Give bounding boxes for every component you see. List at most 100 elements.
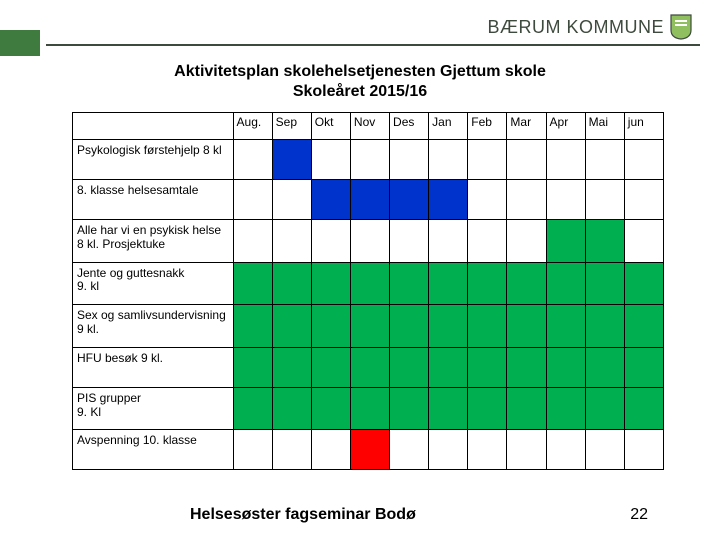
- table-row: Alle har vi en psykisk helse 8 kl. Prosj…: [73, 220, 664, 263]
- schedule-cell: [350, 180, 389, 220]
- schedule-cell: [233, 262, 272, 305]
- schedule-cell: [468, 387, 507, 430]
- table-row: Jente og guttesnakk9. kl: [73, 262, 664, 305]
- activity-table-wrap: Aug. Sep Okt Nov Des Jan Feb Mar Apr Mai…: [72, 112, 664, 470]
- schedule-cell: [311, 180, 350, 220]
- schedule-cell: [272, 305, 311, 348]
- schedule-cell: [311, 347, 350, 387]
- month-header: Aug.: [233, 113, 272, 140]
- schedule-cell: [546, 262, 585, 305]
- row-label: HFU besøk 9 kl.: [73, 347, 234, 387]
- schedule-cell: [585, 220, 624, 263]
- schedule-cell: [507, 430, 546, 470]
- brand-text: BÆRUM KOMMUNE: [488, 17, 665, 38]
- schedule-cell: [507, 262, 546, 305]
- header-divider: [46, 44, 700, 46]
- schedule-cell: [624, 140, 663, 180]
- schedule-cell: [311, 430, 350, 470]
- schedule-cell: [468, 220, 507, 263]
- schedule-cell: [624, 262, 663, 305]
- schedule-cell: [429, 220, 468, 263]
- table-row: Sex og samlivsundervisning9 kl.: [73, 305, 664, 348]
- schedule-cell: [546, 347, 585, 387]
- schedule-cell: [429, 262, 468, 305]
- month-header: Okt: [311, 113, 350, 140]
- table-row: PIS grupper9. Kl: [73, 387, 664, 430]
- schedule-cell: [546, 180, 585, 220]
- schedule-cell: [585, 180, 624, 220]
- schedule-cell: [390, 262, 429, 305]
- schedule-cell: [507, 305, 546, 348]
- schedule-cell: [350, 347, 389, 387]
- schedule-cell: [311, 220, 350, 263]
- schedule-cell: [429, 347, 468, 387]
- schedule-cell: [272, 180, 311, 220]
- schedule-cell: [311, 305, 350, 348]
- month-header: Jan: [429, 113, 468, 140]
- month-header: Mai: [585, 113, 624, 140]
- schedule-cell: [311, 262, 350, 305]
- schedule-cell: [350, 387, 389, 430]
- schedule-cell: [272, 387, 311, 430]
- schedule-cell: [624, 347, 663, 387]
- schedule-cell: [429, 180, 468, 220]
- side-accent: [0, 30, 40, 56]
- schedule-cell: [390, 220, 429, 263]
- schedule-cell: [429, 305, 468, 348]
- schedule-cell: [507, 347, 546, 387]
- schedule-cell: [468, 430, 507, 470]
- schedule-cell: [233, 387, 272, 430]
- schedule-cell: [233, 347, 272, 387]
- schedule-cell: [585, 387, 624, 430]
- schedule-cell: [468, 305, 507, 348]
- schedule-cell: [233, 430, 272, 470]
- page-number: 22: [630, 506, 648, 524]
- schedule-cell: [507, 387, 546, 430]
- schedule-cell: [390, 180, 429, 220]
- schedule-cell: [429, 387, 468, 430]
- schedule-cell: [624, 180, 663, 220]
- schedule-cell: [507, 140, 546, 180]
- schedule-cell: [272, 262, 311, 305]
- header-blank: [73, 113, 234, 140]
- month-header: Sep: [272, 113, 311, 140]
- schedule-cell: [546, 387, 585, 430]
- schedule-cell: [350, 430, 389, 470]
- schedule-cell: [468, 180, 507, 220]
- schedule-cell: [429, 140, 468, 180]
- month-header: jun: [624, 113, 663, 140]
- schedule-cell: [507, 220, 546, 263]
- shield-icon: [670, 14, 692, 40]
- table-header-row: Aug. Sep Okt Nov Des Jan Feb Mar Apr Mai…: [73, 113, 664, 140]
- schedule-cell: [311, 140, 350, 180]
- schedule-cell: [585, 140, 624, 180]
- footer-text: Helsesøster fagseminar Bodø: [190, 506, 416, 524]
- title-line-1: Aktivitetsplan skolehelsetjenesten Gjett…: [0, 62, 720, 82]
- table-row: HFU besøk 9 kl.: [73, 347, 664, 387]
- activity-table: Aug. Sep Okt Nov Des Jan Feb Mar Apr Mai…: [72, 112, 664, 470]
- month-header: Nov: [350, 113, 389, 140]
- schedule-cell: [311, 387, 350, 430]
- schedule-cell: [585, 262, 624, 305]
- schedule-cell: [233, 140, 272, 180]
- month-header: Feb: [468, 113, 507, 140]
- schedule-cell: [272, 430, 311, 470]
- schedule-cell: [624, 305, 663, 348]
- row-label: Jente og guttesnakk9. kl: [73, 262, 234, 305]
- schedule-cell: [624, 387, 663, 430]
- schedule-cell: [585, 430, 624, 470]
- schedule-cell: [272, 140, 311, 180]
- row-label: Psykologisk førstehjelp 8 kl: [73, 140, 234, 180]
- schedule-cell: [624, 220, 663, 263]
- schedule-cell: [390, 140, 429, 180]
- schedule-cell: [585, 347, 624, 387]
- schedule-cell: [390, 347, 429, 387]
- schedule-cell: [468, 262, 507, 305]
- month-header: Des: [390, 113, 429, 140]
- schedule-cell: [390, 305, 429, 348]
- schedule-cell: [546, 430, 585, 470]
- month-header: Apr: [546, 113, 585, 140]
- schedule-cell: [350, 305, 389, 348]
- page-title: Aktivitetsplan skolehelsetjenesten Gjett…: [0, 62, 720, 102]
- month-header: Mar: [507, 113, 546, 140]
